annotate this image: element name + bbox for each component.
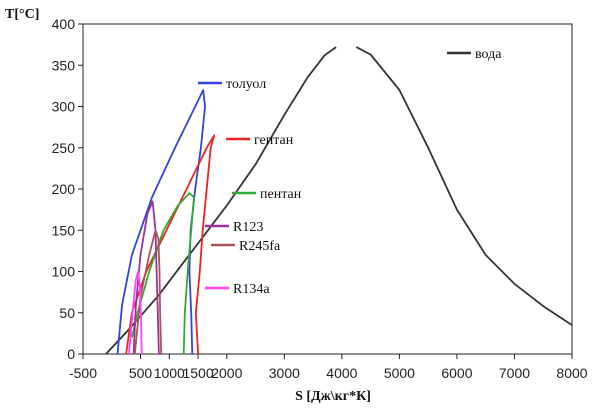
series-line-3: [131, 192, 195, 355]
x-axis-title: S [Дж\кг*К]: [295, 389, 371, 404]
y-tick-label: 100: [52, 264, 76, 280]
legend-label: толуол: [226, 77, 266, 92]
x-tick-label: 5000: [384, 365, 415, 381]
legend-label: вода: [475, 47, 502, 62]
legend-label: R245fa: [239, 239, 281, 254]
x-tick-label: 1000: [154, 365, 185, 381]
x-tick-label: -500: [69, 365, 97, 381]
y-tick-label: 300: [52, 99, 76, 115]
y-tick-label: 400: [52, 16, 76, 32]
y-tick-label: 350: [52, 57, 76, 73]
y-tick-label: 0: [67, 346, 75, 362]
legend-label: R134a: [233, 282, 270, 297]
x-tick-label: 4000: [326, 365, 357, 381]
legend-label: пентан: [260, 187, 302, 202]
legend-label: R123: [233, 220, 263, 235]
x-tick-label: 500: [129, 365, 153, 381]
x-tick-label: 6000: [441, 365, 472, 381]
x-tick-label: 1500: [182, 365, 213, 381]
series-line-4: [132, 200, 160, 355]
series-line-5: [133, 229, 163, 355]
legend-layer: вода толуол гептан пентан R123 R245fa R134a: [198, 47, 502, 297]
x-tick-label: 7000: [499, 365, 530, 381]
y-axis-title: T[°C]: [5, 7, 39, 22]
x-tick-label: 3000: [269, 365, 300, 381]
y-tick-label: 250: [52, 140, 76, 156]
series-layer: [105, 46, 573, 355]
y-tick-label: 200: [52, 181, 76, 197]
plot-area: [82, 23, 573, 355]
y-ticks: 0 50 100 150 200 250 300 350 400: [52, 16, 83, 362]
x-tick-label: 2000: [211, 365, 242, 381]
series-line-6: [128, 270, 143, 355]
y-tick-label: 150: [52, 222, 76, 238]
series-line-0: [105, 46, 573, 355]
y-tick-label: 50: [59, 305, 75, 321]
legend-label: гептан: [254, 133, 294, 148]
x-tick-label: 8000: [556, 365, 587, 381]
series-line-1: [116, 89, 206, 355]
